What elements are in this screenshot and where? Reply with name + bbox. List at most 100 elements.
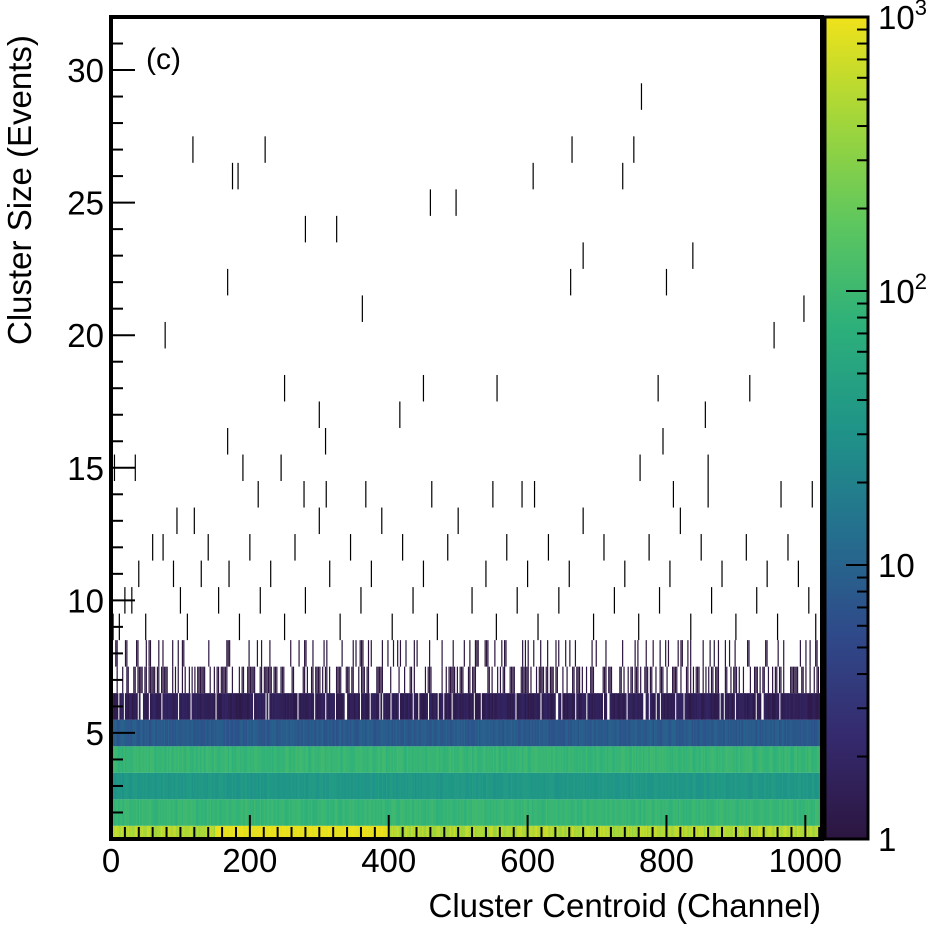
heat-cell: [791, 772, 794, 800]
heat-cell: [452, 666, 454, 694]
heat-cell: [513, 772, 516, 800]
heat-cell: [587, 719, 590, 747]
heat-cell: [681, 799, 684, 826]
heat-cell: [358, 666, 360, 694]
heat-cell: [680, 640, 682, 667]
heat-cell: [633, 693, 635, 720]
heat-cell: [244, 799, 247, 826]
heat-cell: [331, 719, 334, 747]
heat-cell: [162, 825, 165, 839]
heat-cell: [792, 772, 795, 800]
heat-cell: [772, 772, 774, 800]
heat-cell: [434, 719, 437, 747]
heat-cell: [659, 772, 662, 800]
heat-cell: [137, 799, 140, 826]
heat-cell: [331, 693, 334, 720]
heat-cell: [462, 693, 465, 720]
heat-cell: [426, 825, 429, 839]
heat-cell: [449, 719, 452, 747]
heat-cell: [595, 799, 598, 826]
heat-cell: [506, 799, 509, 826]
heat-cell: [235, 746, 238, 773]
heat-cell: [180, 772, 183, 800]
heat-cell: [516, 746, 519, 773]
heat-cell: [363, 799, 366, 826]
heat-cell: [623, 799, 626, 826]
heat-cell: [199, 825, 202, 839]
heat-cell: [603, 825, 606, 839]
heat-cell: [476, 693, 479, 720]
y-tick-label: 20: [67, 317, 104, 354]
heat-cell: [426, 746, 429, 773]
heat-cell: [258, 825, 260, 839]
heat-cell: [601, 719, 603, 747]
heat-cell: [573, 825, 576, 839]
heat-cell: [222, 693, 224, 720]
heat-cell: [310, 666, 313, 694]
heat-cell: [362, 772, 365, 800]
heat-cell: [759, 693, 762, 720]
heat-cell: [248, 746, 251, 773]
heat-cell: [191, 746, 194, 773]
heat-cell: [133, 799, 136, 826]
heat-cell: [808, 746, 810, 773]
heat-cell: [281, 772, 284, 800]
heat-cell: [623, 693, 626, 720]
heat-cell: [513, 693, 516, 720]
heat-cell: [223, 666, 225, 694]
heat-cell: [315, 799, 317, 826]
heat-cell: [812, 693, 815, 720]
heat-cell: [577, 746, 580, 773]
heat-cell: [388, 693, 391, 720]
heat-cell: [392, 772, 395, 800]
heat-cell: [541, 693, 544, 720]
heat-cell: [566, 666, 568, 694]
heat-cell: [474, 772, 477, 800]
heat-cell: [260, 799, 263, 826]
heat-cell: [380, 772, 383, 800]
heat-cell: [759, 772, 762, 800]
heat-cell: [238, 666, 240, 694]
heat-cell: [763, 772, 766, 800]
heat-cell: [622, 746, 624, 773]
heat-cell: [726, 799, 728, 826]
heat-cell: [519, 825, 522, 839]
heat-cell: [434, 772, 437, 800]
heat-cell: [762, 719, 765, 747]
heat-cell: [204, 825, 206, 839]
heat-cell: [156, 719, 159, 747]
sparse-event-marks: [112, 83, 817, 641]
heat-cell: [590, 719, 592, 747]
heat-cell: [762, 666, 764, 694]
heat-cell: [267, 772, 270, 800]
heat-cell: [802, 746, 805, 773]
heat-cell: [787, 693, 790, 720]
heat-cell: [270, 666, 272, 694]
heat-cell: [667, 746, 670, 773]
heat-cell: [590, 825, 592, 839]
heat-cell: [502, 825, 505, 839]
heat-cell: [677, 640, 679, 667]
heat-cell: [387, 772, 390, 800]
heat-cell: [423, 746, 426, 773]
heat-cell: [201, 719, 204, 747]
heat-cell: [304, 719, 306, 747]
heat-cell: [715, 666, 717, 694]
heat-cell: [265, 719, 267, 747]
heat-cell: [622, 719, 624, 747]
heat-cell: [137, 640, 139, 667]
heat-cell: [522, 719, 524, 747]
heat-cell: [748, 772, 751, 800]
heat-cell: [373, 719, 376, 747]
heat-cell: [645, 719, 648, 747]
heat-cell: [759, 746, 762, 773]
heat-cell: [363, 746, 366, 773]
heat-cell: [791, 799, 794, 826]
heat-cell: [734, 640, 736, 667]
heat-cell: [134, 799, 137, 826]
heat-cell: [285, 825, 288, 839]
heat-cell: [201, 693, 204, 720]
heat-cell: [485, 799, 488, 826]
heat-cell: [456, 772, 459, 800]
heat-cell: [424, 693, 427, 720]
